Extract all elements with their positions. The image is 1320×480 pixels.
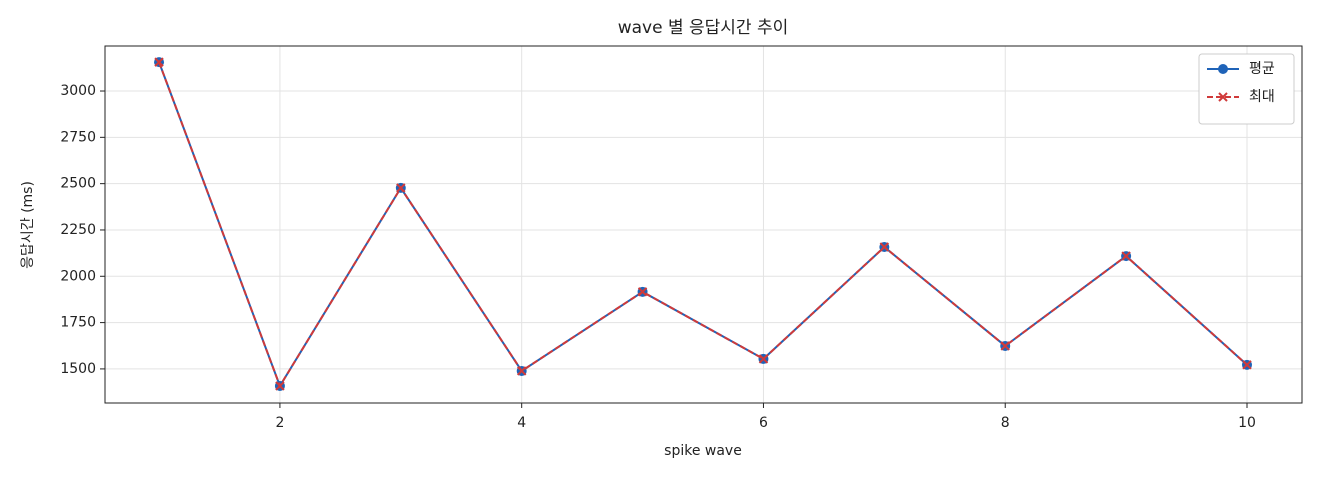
chart-title: wave 별 응답시간 추이 (618, 18, 789, 38)
y-tick-label: 1500 (60, 361, 96, 377)
x-axis-label: spike wave (664, 443, 742, 459)
x-tick-label: 10 (1238, 415, 1256, 431)
plot-frame (104, 45, 1303, 404)
data-line (158, 61, 1248, 389)
marker (154, 57, 164, 67)
y-tick-label: 2750 (60, 129, 96, 145)
legend-marker (1218, 64, 1228, 74)
marker (758, 354, 769, 364)
marker (275, 381, 285, 391)
y-tick-label: 2000 (60, 268, 96, 284)
marker (1242, 360, 1252, 370)
y-tick-label: 3000 (60, 83, 96, 99)
marker (1121, 251, 1131, 261)
x-tick-label: 4 (517, 415, 526, 431)
y-tick-label: 2500 (60, 176, 96, 192)
legend-label: 평균 (1249, 61, 1275, 77)
marker (879, 242, 890, 252)
data-line (158, 61, 1248, 389)
marker (637, 287, 648, 297)
marker (396, 183, 406, 193)
x-tick-label: 2 (275, 415, 284, 431)
y-axis-label: 응답시간 (ms) (20, 181, 36, 269)
legend-label: 최대 (1249, 89, 1275, 105)
legend-box (1198, 53, 1295, 125)
y-tick-label: 1750 (60, 315, 96, 331)
legend-marker (1218, 92, 1228, 102)
y-tick-label: 2250 (60, 222, 96, 238)
x-tick-label: 6 (759, 415, 768, 431)
x-tick-label: 8 (1001, 415, 1010, 431)
marker (1000, 341, 1010, 351)
marker (516, 366, 527, 376)
